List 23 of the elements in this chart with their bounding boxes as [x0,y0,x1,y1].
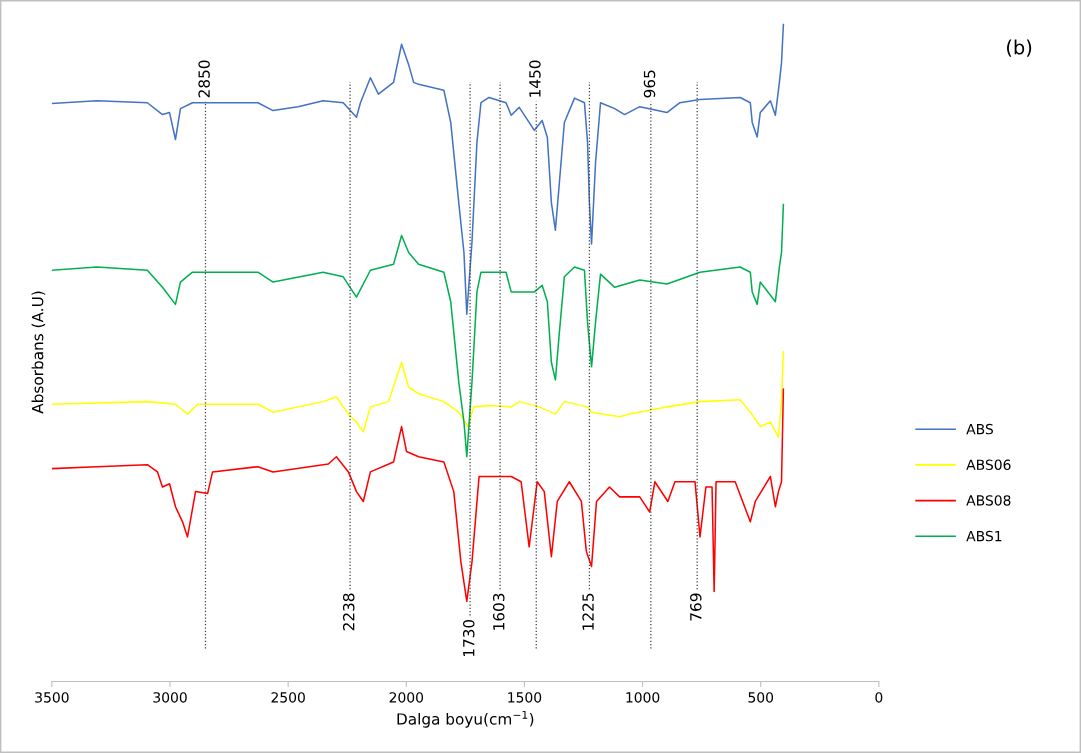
ref-line-label: 769 [690,593,702,621]
x-tick-label: 500 [748,692,774,703]
x-tick-label: 3000 [153,692,187,703]
ref-line-label: 1225 [582,593,594,630]
x-axis-title: Dalga boyu(cm$^{−1}$) [397,710,534,728]
x-tick-label: 2000 [389,692,424,703]
x-tick-label: 2500 [271,692,305,703]
legend-label: ABS [966,423,993,435]
ref-line-label: 1603 [492,593,505,630]
text: (b) [1007,39,1032,57]
y-axis-title: Absorbans (A.U) [31,291,46,414]
legend-label: ABS06 [966,459,1011,470]
ref-line-label: 1730 [462,619,475,657]
legend-label: ABS08 [966,495,1011,506]
x-tick-label: 0 [875,692,883,703]
x-tick-label: 1500 [508,692,542,703]
ref-line-label: 1450 [529,60,541,97]
x-tick-label: 1000 [626,692,660,703]
ref-line-label: 2238 [342,593,355,631]
ref-line-label: 2850 [198,60,210,98]
legend-label: ABS1 [966,530,1002,542]
ref-line-label: 965 [643,70,656,98]
x-tick-label: 3500 [35,692,69,703]
